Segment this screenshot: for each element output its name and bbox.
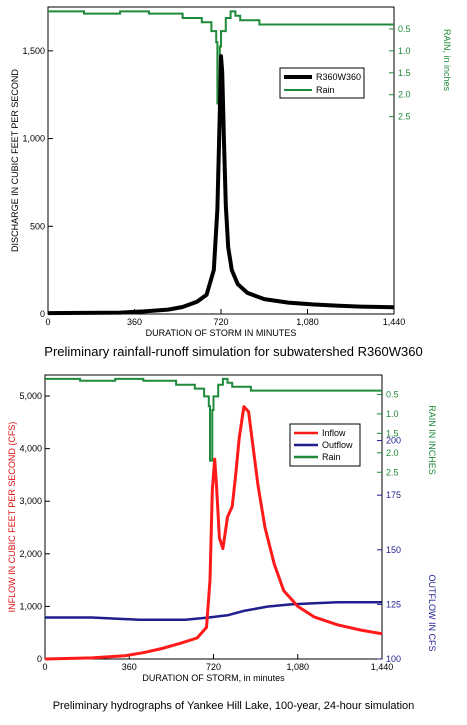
y-axis-label: INFLOW IN CUBIC FEET PER SECOND (CFS) [7,422,17,613]
x-tick-label: 1,440 [383,317,406,327]
legend-label-inflow: Inflow [322,428,346,438]
legend-label-rain: Rain [322,452,341,462]
y-tick-label: 500 [30,221,45,231]
chart-rainfall-runoff: 0 360 720 1,080 1,440 0 500 1,000 1,500 0.5 1.0 1.5… [10,6,452,338]
series-r360w360-line [47,54,395,316]
y3-tick-label: 125 [386,599,401,609]
y2-tick-label: 2.5 [386,467,399,477]
y3-tick-label: 150 [386,545,401,555]
y2-tick-label: 1.5 [386,428,399,438]
y-axis-label: DISCHARGE IN CUBIC FEET PER SECOND [10,69,20,252]
x-tick-label: 0 [42,662,47,672]
y-tick-label: 2,000 [19,549,42,559]
y2-axis-label: RAIN, in inches [442,29,452,92]
y2-tick-label: 1.5 [398,68,411,78]
x-tick-label: 720 [206,662,221,672]
chart1-caption: Preliminary rainfall-runoff simulation f… [44,344,423,359]
chart2-caption: Preliminary hydrographs of Yankee Hill L… [52,700,415,712]
x-tick-label: 1,440 [371,662,394,672]
y2-tick-label: 0.5 [386,389,399,399]
legend-label-rain: Rain [316,85,335,95]
x-tick-label: 360 [122,662,137,672]
series-rain-line [45,377,382,462]
y2-axis-label: RAIN IN INCHES [427,405,437,475]
y3-tick-label: 100 [386,654,401,664]
y3-axis-label: OUTFLOW IN CFS [427,575,437,652]
legend-label-r360w360: R360W360 [316,72,361,82]
y-tick-label: 3,000 [19,496,42,506]
x-tick-label: 360 [127,317,142,327]
x-tick-label: 720 [213,317,228,327]
y3-tick-label: 200 [386,436,401,446]
y-tick-label: 1,500 [22,46,45,56]
series-outflow-line [45,600,382,621]
x-tick-label: 0 [45,317,50,327]
y-tick-label: 4,000 [19,444,42,454]
y-tick-label: 1,000 [19,601,42,611]
x-axis-label: DURATION OF STORM IN MINUTES [146,328,297,338]
x-axis-label: DURATION OF STORM, in minutes [142,673,285,683]
legend-box [279,67,365,99]
y-tick-label: 1,000 [22,134,45,144]
x-tick-label: 1,080 [286,662,309,672]
series-rain-line [48,10,394,105]
y2-tick-label: 1.0 [386,409,399,419]
y2-tick-label: 1.0 [398,46,411,56]
y2-tick-label: 2.5 [398,112,411,122]
legend-label-outflow: Outflow [322,440,353,450]
y-tick-label: 5,000 [19,391,42,401]
y2-tick-label: 2.0 [386,448,399,458]
y-tick-label: 0 [37,654,42,664]
series-inflow-line [44,405,383,661]
x-tick-label: 1,080 [296,317,319,327]
y3-tick-label: 175 [386,490,401,500]
y-tick-label: 0 [40,309,45,319]
y2-tick-label: 0.5 [398,24,411,34]
y2-tick-label: 2.0 [398,90,411,100]
